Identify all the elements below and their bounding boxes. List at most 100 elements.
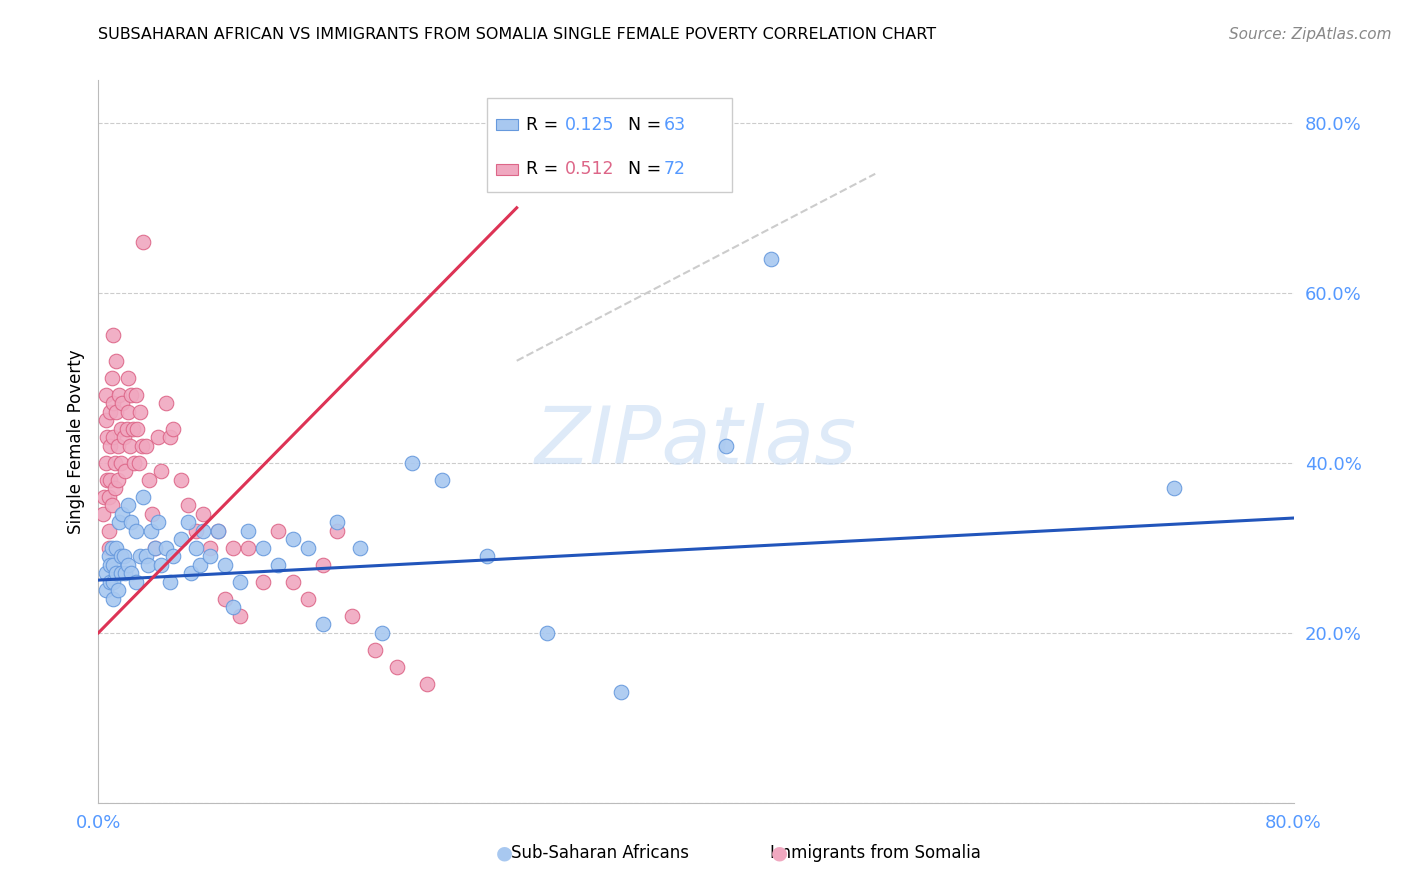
Point [96, 473, 118, 487]
Point [110, 456, 132, 470]
Point [127, 422, 149, 436]
Point [150, 464, 173, 478]
Point [155, 541, 177, 555]
Point [297, 541, 319, 555]
Point [222, 541, 245, 555]
Point [131, 439, 153, 453]
Text: ●: ● [770, 844, 789, 863]
Point [107, 583, 129, 598]
Point [281, 574, 304, 589]
Point [125, 574, 148, 589]
Point [141, 507, 163, 521]
Point [91, 507, 114, 521]
Point [342, 608, 364, 623]
Point [94, 583, 117, 598]
Point [114, 566, 136, 581]
Point [120, 388, 142, 402]
Point [103, 328, 125, 343]
Point [103, 430, 125, 444]
Point [98, 473, 122, 487]
Text: SUBSAHARAN AFRICAN VS IMMIGRANTS FROM SOMALIA SINGLE FEMALE POVERTY CORRELATION : SUBSAHARAN AFRICAN VS IMMIGRANTS FROM SO… [98, 27, 936, 42]
Point [162, 422, 184, 436]
Point [364, 642, 387, 657]
Text: 0.125: 0.125 [565, 116, 614, 134]
Point [98, 439, 122, 453]
Point [98, 574, 122, 589]
Point [1163, 481, 1185, 495]
Point [191, 524, 214, 538]
Point [104, 481, 127, 495]
Point [229, 608, 252, 623]
Point [101, 498, 124, 512]
Point [94, 388, 117, 402]
Point [252, 574, 274, 589]
Point [214, 591, 236, 606]
Text: 0.512: 0.512 [565, 160, 614, 178]
Point [129, 549, 152, 564]
Point [430, 473, 453, 487]
Point [93, 490, 115, 504]
Point [236, 541, 259, 555]
Point [385, 660, 409, 674]
Point [207, 524, 229, 538]
Point [105, 353, 128, 368]
Text: N =: N = [628, 160, 666, 178]
Point [200, 549, 222, 564]
Point [108, 388, 131, 402]
Point [129, 405, 152, 419]
Text: 72: 72 [664, 160, 686, 178]
Point [401, 456, 423, 470]
Point [105, 566, 128, 581]
Point [128, 456, 150, 470]
Point [110, 549, 132, 564]
Text: Immigrants from Somalia: Immigrants from Somalia [770, 845, 980, 863]
Point [162, 549, 184, 564]
Point [117, 405, 139, 419]
Point [94, 456, 117, 470]
Point [94, 413, 117, 427]
Point [118, 439, 141, 453]
Y-axis label: Single Female Poverty: Single Female Poverty [66, 350, 84, 533]
FancyBboxPatch shape [496, 120, 517, 130]
Point [200, 541, 222, 555]
Point [97, 549, 120, 564]
Point [104, 456, 127, 470]
Point [177, 516, 200, 530]
Text: 63: 63 [664, 116, 686, 134]
Point [96, 430, 118, 444]
Point [103, 591, 125, 606]
Text: Source: ZipAtlas.com: Source: ZipAtlas.com [1229, 27, 1392, 42]
Point [326, 524, 349, 538]
Point [132, 490, 155, 504]
Point [111, 396, 134, 410]
Point [120, 516, 142, 530]
FancyBboxPatch shape [486, 98, 733, 193]
Point [222, 600, 245, 615]
Point [207, 524, 229, 538]
Point [112, 430, 135, 444]
Point [191, 507, 214, 521]
Point [115, 422, 138, 436]
Point [120, 566, 142, 581]
Point [252, 541, 274, 555]
Text: ●: ● [496, 844, 513, 863]
Point [110, 422, 132, 436]
Point [103, 396, 125, 410]
Point [184, 524, 207, 538]
Point [759, 252, 782, 266]
Point [349, 541, 371, 555]
Text: ZIPatlas: ZIPatlas [534, 402, 858, 481]
Point [139, 524, 162, 538]
Point [177, 498, 200, 512]
Point [180, 566, 202, 581]
Point [114, 464, 136, 478]
Point [169, 533, 191, 547]
Point [159, 430, 181, 444]
Point [97, 541, 120, 555]
Point [108, 516, 131, 530]
Point [267, 558, 290, 572]
Point [236, 524, 259, 538]
Point [475, 549, 498, 564]
Point [98, 558, 122, 572]
Point [101, 371, 124, 385]
